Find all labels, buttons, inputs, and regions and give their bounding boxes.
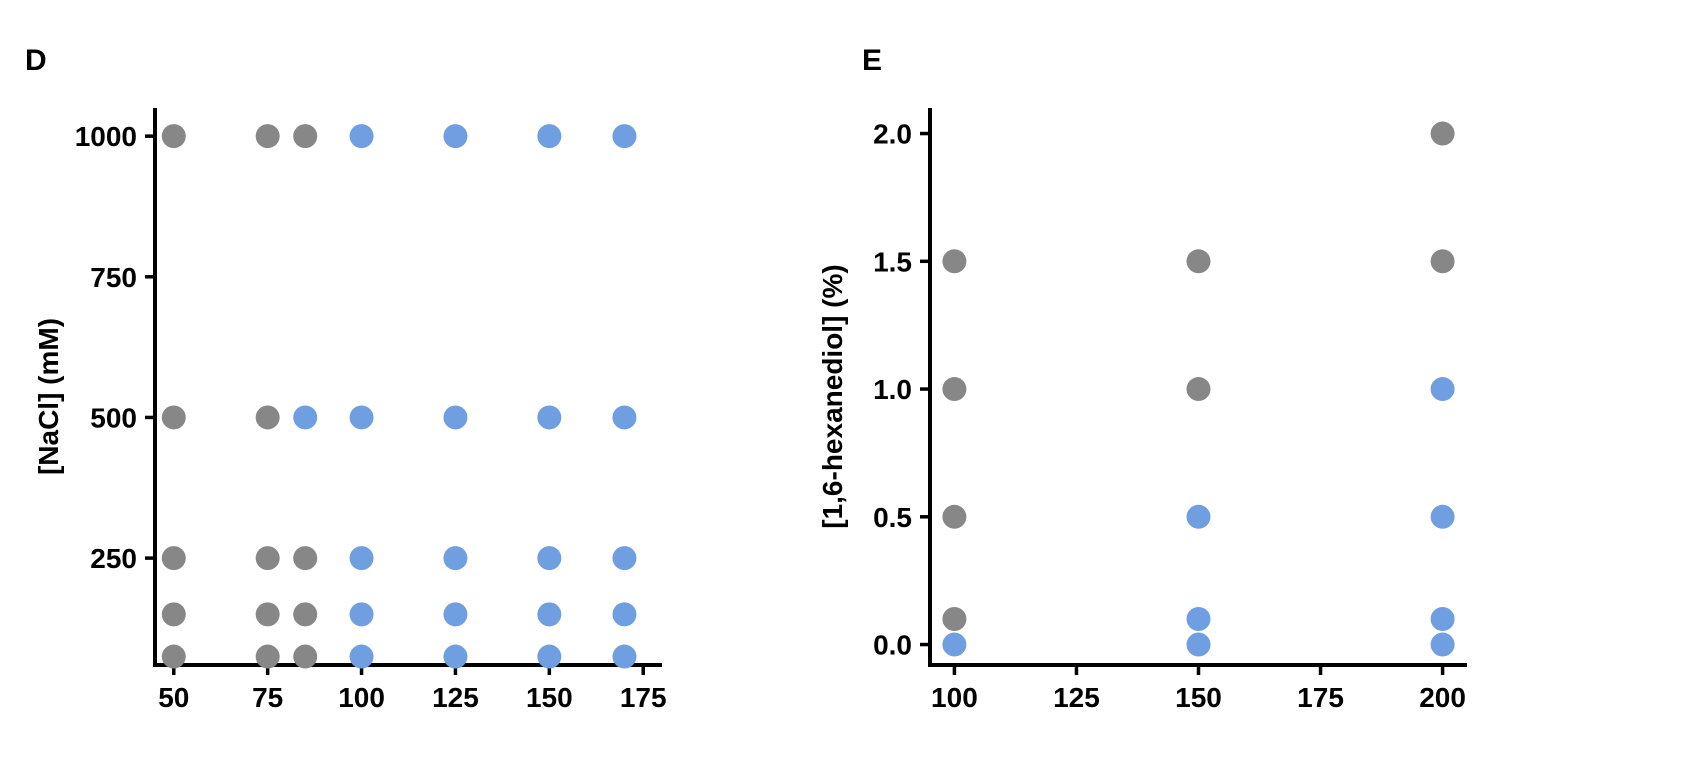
data-point-gray [161, 124, 186, 149]
data-point-gray [255, 602, 280, 627]
data-point-blue [1430, 504, 1455, 529]
data-point-gray [942, 377, 967, 402]
y-tick-label: 0.0 [873, 630, 912, 661]
x-tick-label: 125 [432, 682, 479, 713]
data-point-blue [1186, 504, 1211, 529]
y-tick-label: 0.5 [873, 502, 912, 533]
y-tick-label: 1.0 [873, 374, 912, 405]
data-point-blue [1430, 632, 1455, 657]
x-tick-label: 150 [1175, 682, 1222, 713]
data-point-blue [537, 546, 562, 571]
data-point-gray [161, 602, 186, 627]
data-point-gray [255, 546, 280, 571]
data-point-gray [255, 644, 280, 669]
panel-e-letter: E [862, 44, 882, 77]
data-point-blue [443, 602, 468, 627]
data-point-blue [349, 602, 374, 627]
data-point-blue [349, 644, 374, 669]
x-tick-label: 75 [252, 682, 283, 713]
panel-d-scatter: D 50 75 100 125 150 175 250 500 750 1000 [NaCl] (m… [25, 44, 667, 713]
x-tick-label: 175 [620, 682, 667, 713]
data-point-gray [1430, 249, 1455, 274]
data-point-gray [1430, 121, 1455, 146]
data-point-gray [942, 249, 967, 274]
data-point-gray [255, 405, 280, 430]
data-point-blue [349, 124, 374, 149]
x-tick-label: 200 [1419, 682, 1466, 713]
data-point-gray [255, 124, 280, 149]
data-point-blue [612, 602, 637, 627]
data-point-blue [612, 644, 637, 669]
data-point-blue [612, 124, 637, 149]
data-point-gray [293, 644, 318, 669]
data-point-blue [349, 546, 374, 571]
data-point-gray [942, 504, 967, 529]
data-point-gray [161, 405, 186, 430]
y-tick-label: 250 [90, 543, 137, 574]
data-point-gray [161, 644, 186, 669]
data-point-blue [537, 644, 562, 669]
x-tick-label: 100 [931, 682, 978, 713]
data-point-blue [537, 124, 562, 149]
data-point-blue [612, 546, 637, 571]
y-tick-label: 1.5 [873, 246, 912, 277]
data-point-gray [293, 546, 318, 571]
x-tick-label: 50 [158, 682, 189, 713]
data-point-blue [1186, 607, 1211, 632]
panel-e-scatter: E 100 125 150 175 200 0.0 0.5 1.0 1.5 2.0 [1,6-hex… [817, 44, 1467, 713]
data-point-blue [443, 124, 468, 149]
data-point-blue [293, 405, 318, 430]
data-point-blue [612, 405, 637, 430]
y-tick-label: 500 [90, 402, 137, 433]
data-point-blue [1430, 377, 1455, 402]
data-point-blue [537, 405, 562, 430]
data-point-blue [1430, 607, 1455, 632]
data-point-gray [942, 607, 967, 632]
x-tick-label: 150 [526, 682, 573, 713]
y-tick-label: 2.0 [873, 119, 912, 150]
data-point-blue [443, 644, 468, 669]
y-tick-label: 1000 [75, 121, 137, 152]
panel-e-y-axis-title: [1,6-hexanediol] (%) [817, 264, 848, 528]
data-point-blue [443, 546, 468, 571]
x-tick-label: 125 [1053, 682, 1100, 713]
panel-d-y-axis-title: [NaCl] (mM) [33, 318, 64, 475]
data-point-gray [293, 124, 318, 149]
data-point-gray [1186, 249, 1211, 274]
data-point-blue [942, 632, 967, 657]
data-point-gray [293, 602, 318, 627]
y-tick-label: 750 [90, 262, 137, 293]
data-point-blue [349, 405, 374, 430]
data-point-blue [443, 405, 468, 430]
panel-d-letter: D [25, 44, 47, 77]
data-point-blue [537, 602, 562, 627]
x-tick-label: 175 [1297, 682, 1344, 713]
data-point-blue [1186, 632, 1211, 657]
x-tick-label: 100 [338, 682, 385, 713]
data-point-gray [1186, 377, 1211, 402]
data-point-gray [161, 546, 186, 571]
